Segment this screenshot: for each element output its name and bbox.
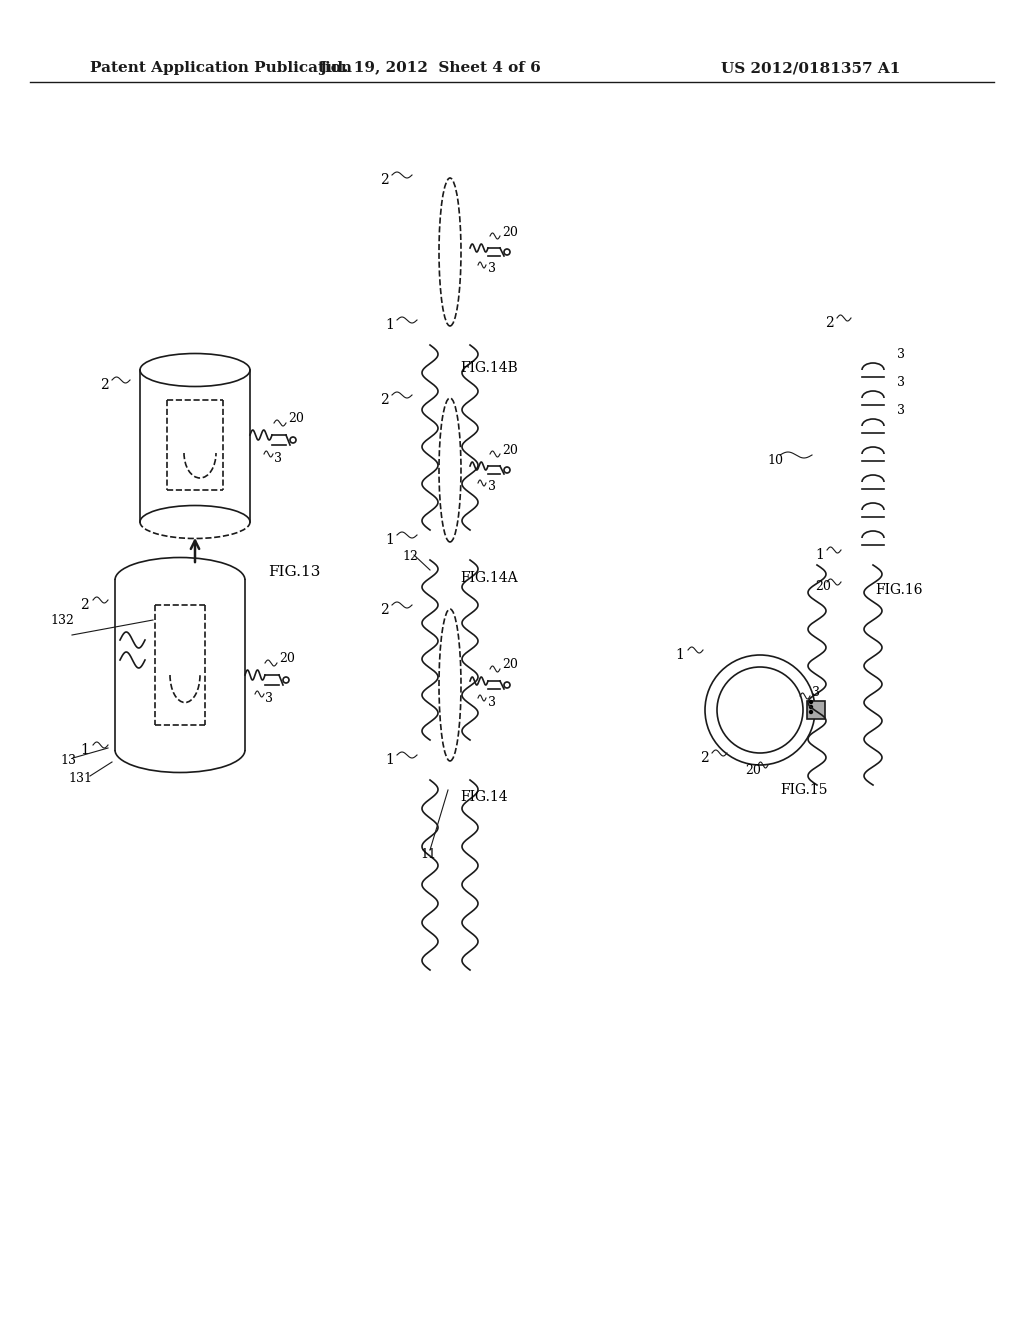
Text: 1: 1 — [385, 533, 394, 546]
Text: 3: 3 — [265, 692, 273, 705]
Circle shape — [810, 701, 812, 704]
Text: 11: 11 — [420, 849, 436, 862]
Text: 3: 3 — [488, 696, 496, 709]
Text: 3: 3 — [488, 263, 496, 276]
Text: FIG.14B: FIG.14B — [460, 360, 518, 375]
Text: FIG.16: FIG.16 — [874, 583, 923, 597]
Text: US 2012/0181357 A1: US 2012/0181357 A1 — [721, 61, 900, 75]
Text: 2: 2 — [100, 378, 109, 392]
Text: 3: 3 — [897, 404, 905, 417]
Text: 3: 3 — [812, 685, 820, 698]
Text: Patent Application Publication: Patent Application Publication — [90, 61, 352, 75]
FancyBboxPatch shape — [807, 701, 825, 719]
Text: 1: 1 — [675, 648, 684, 663]
Text: 20: 20 — [815, 581, 830, 594]
Text: FIG.14: FIG.14 — [460, 789, 508, 804]
Text: 3: 3 — [897, 348, 905, 362]
Circle shape — [810, 710, 812, 714]
Text: 20: 20 — [502, 444, 518, 457]
Text: 2: 2 — [825, 315, 834, 330]
Text: 1: 1 — [385, 752, 394, 767]
Text: 20: 20 — [502, 659, 518, 672]
Circle shape — [810, 705, 812, 709]
Text: 20: 20 — [288, 412, 304, 425]
Text: 3: 3 — [488, 480, 496, 494]
Text: FIG.14A: FIG.14A — [460, 572, 517, 585]
Text: 131: 131 — [68, 771, 92, 784]
Text: 10: 10 — [767, 454, 783, 466]
Text: 3: 3 — [897, 376, 905, 389]
Text: 132: 132 — [50, 614, 74, 627]
Text: FIG.13: FIG.13 — [268, 565, 321, 579]
Text: 1: 1 — [80, 743, 89, 756]
Text: 3: 3 — [274, 451, 282, 465]
Text: 2: 2 — [380, 603, 389, 616]
Text: 2: 2 — [380, 393, 389, 407]
Text: 12: 12 — [402, 550, 418, 564]
Text: FIG.15: FIG.15 — [780, 783, 827, 797]
Text: 13: 13 — [60, 754, 76, 767]
Text: 2: 2 — [80, 598, 89, 612]
Text: 1: 1 — [385, 318, 394, 333]
Text: Jul. 19, 2012  Sheet 4 of 6: Jul. 19, 2012 Sheet 4 of 6 — [319, 61, 541, 75]
Text: 20: 20 — [745, 763, 761, 776]
Text: 2: 2 — [380, 173, 389, 187]
Text: 20: 20 — [502, 226, 518, 239]
Text: 2: 2 — [700, 751, 709, 766]
Text: 1: 1 — [815, 548, 824, 562]
Text: 20: 20 — [279, 652, 295, 664]
